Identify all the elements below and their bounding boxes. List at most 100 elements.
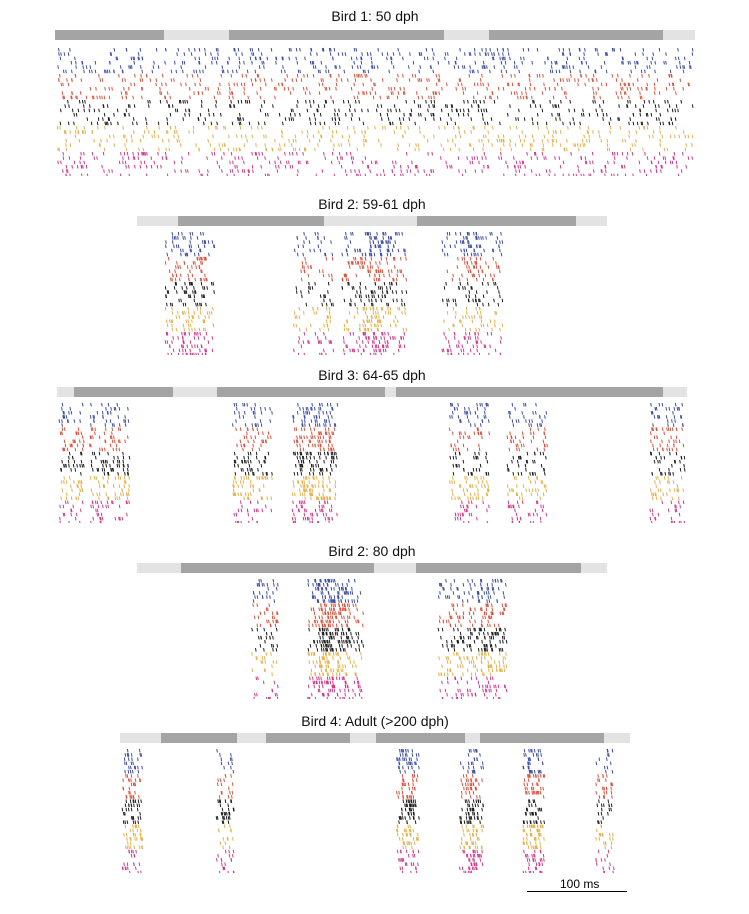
- spike: [371, 319, 373, 324]
- spike: [233, 476, 236, 480]
- spike: [329, 463, 332, 468]
- spike: [511, 516, 513, 521]
- spike: [503, 173, 505, 176]
- spike: [199, 248, 201, 253]
- spike: [355, 261, 357, 265]
- spike: [456, 344, 458, 349]
- spike: [375, 352, 377, 355]
- spike: [325, 99, 328, 104]
- spike: [294, 516, 296, 521]
- spike: [375, 311, 377, 315]
- spike: [508, 504, 511, 509]
- spike: [303, 269, 306, 274]
- spike: [450, 587, 452, 591]
- spike: [349, 104, 351, 108]
- spike: [525, 91, 527, 95]
- spike: [256, 623, 259, 628]
- spike: [544, 60, 546, 65]
- spike: [509, 411, 511, 415]
- spike: [157, 65, 160, 69]
- spike: [482, 294, 485, 299]
- spike: [157, 134, 160, 139]
- spike: [242, 480, 245, 484]
- spike: [457, 587, 459, 591]
- spike: [329, 631, 331, 636]
- spike: [265, 472, 268, 476]
- spike: [302, 447, 305, 452]
- spike: [539, 415, 541, 419]
- spike: [355, 603, 357, 607]
- spike: [429, 65, 432, 69]
- spike: [142, 147, 145, 152]
- spike: [405, 99, 407, 104]
- spike: [316, 419, 318, 423]
- spike: [490, 331, 493, 336]
- spike: [93, 108, 96, 113]
- spike: [461, 500, 463, 505]
- spike: [333, 427, 336, 431]
- spike: [631, 151, 634, 156]
- spike: [311, 488, 314, 492]
- spike: [454, 244, 456, 249]
- spike: [177, 336, 179, 340]
- spike: [588, 112, 591, 117]
- spike: [252, 591, 255, 595]
- spike: [426, 138, 429, 143]
- spike: [473, 265, 476, 269]
- spike: [681, 402, 683, 407]
- spike: [376, 319, 379, 324]
- spike: [444, 56, 446, 61]
- spike: [521, 411, 523, 415]
- spike: [523, 443, 525, 448]
- spike: [454, 496, 456, 501]
- spike: [170, 352, 173, 355]
- spike: [364, 256, 367, 261]
- spike: [75, 125, 78, 130]
- spike: [487, 484, 489, 488]
- spike: [463, 252, 466, 257]
- spike: [523, 138, 526, 143]
- spike: [333, 47, 336, 52]
- spike: [526, 451, 529, 456]
- spike: [525, 488, 527, 492]
- spike: [360, 56, 362, 61]
- spike: [71, 164, 73, 169]
- spike: [312, 652, 314, 656]
- spike: [312, 623, 314, 628]
- spike: [376, 327, 379, 332]
- spike: [622, 56, 624, 61]
- spike: [535, 402, 537, 407]
- spike: [532, 431, 535, 436]
- spike: [239, 121, 242, 126]
- spike: [438, 583, 441, 587]
- spike: [265, 82, 267, 87]
- spike: [81, 402, 84, 407]
- spike: [584, 47, 586, 52]
- spike: [392, 277, 394, 282]
- spike: [90, 402, 92, 407]
- spike: [675, 91, 677, 95]
- spike: [537, 427, 539, 431]
- spike: [629, 60, 631, 65]
- spike: [514, 435, 517, 440]
- spike: [117, 476, 120, 480]
- spike: [504, 603, 507, 607]
- spike: [390, 281, 393, 286]
- spike: [325, 319, 328, 324]
- spike: [329, 488, 332, 492]
- spike: [464, 86, 467, 91]
- spike: [247, 173, 250, 176]
- spike: [308, 290, 310, 294]
- spike: [293, 348, 295, 353]
- spike: [449, 615, 452, 620]
- spike: [425, 99, 427, 104]
- spike: [389, 286, 392, 290]
- spike: [534, 104, 537, 108]
- spike: [319, 635, 321, 640]
- spike: [680, 415, 683, 419]
- spike: [330, 595, 332, 599]
- spike: [494, 631, 496, 636]
- spike: [646, 56, 648, 61]
- spike: [323, 623, 326, 628]
- spike: [207, 86, 209, 91]
